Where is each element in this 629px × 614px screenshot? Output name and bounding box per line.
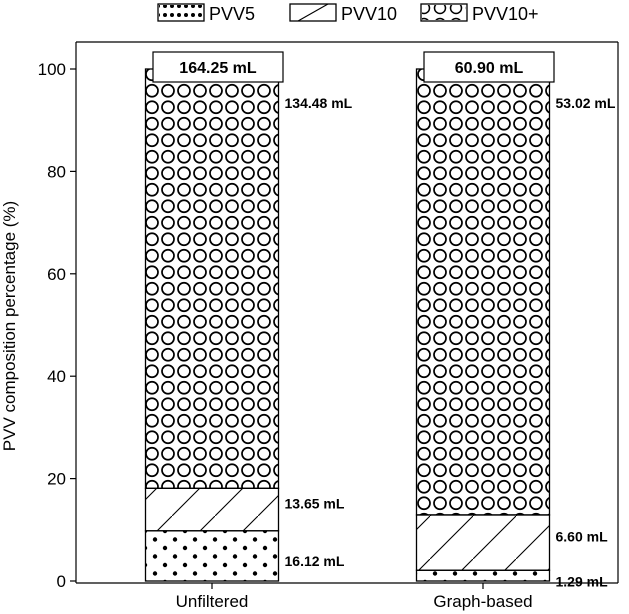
y-tick-label: 60 [47,265,66,284]
bar-segment-pvv10-plus [144,68,280,489]
legend-item-pvv5: PVV5 [157,3,255,24]
y-tick-label: 80 [47,162,66,181]
bar-segment-label: 134.48 mL [285,95,353,111]
bar-segment-label: 53.02 mL [556,95,616,111]
y-tick-label: 100 [38,60,66,79]
legend-label: PVV10+ [472,4,539,24]
legend: PVV5 PVV10 PVV10+ [157,3,539,24]
bar-segment-label: 1.29 mL [556,574,609,590]
bar-segment-pvv10-plus [415,68,551,516]
y-tick-label: 0 [57,572,66,591]
plot-area [75,41,619,584]
y-axis-title: PVV composition percentage (%) [0,201,19,451]
legend-item-pvv10-plus: PVV10+ [420,3,539,24]
legend-pattern-fill [159,5,203,20]
legend-pattern-fill [422,5,466,20]
x-axis-ticks: Unfiltered Graph-based [176,583,533,611]
bars: 16.12 mL 13.65 mL 134.48 mL 164.25 mL 1.29 m… [144,51,616,590]
total-label: 164.25 mL [179,60,257,77]
bar-stack-graph-based: 1.29 mL 6.60 mL 53.02 mL 60.90 mL [415,51,616,590]
total-label-box [423,51,555,83]
bar-segment-pvv10 [144,487,280,532]
legend-hatch-mark [297,3,329,22]
bar-stack-unfiltered: 16.12 mL 13.65 mL 134.48 mL 164.25 mL [144,51,353,582]
bar-segment-pvv5 [144,530,280,582]
y-axis-ticks: 0 20 40 60 80 100 [38,60,76,591]
x-tick-label: Graph-based [433,592,532,611]
bar-segment-label: 16.12 mL [285,553,345,569]
bar-segment-label: 6.60 mL [556,529,609,545]
bar-segment-pvv5 [415,569,551,582]
x-tick-label: Unfiltered [176,592,249,611]
total-label: 60.90 mL [455,60,524,77]
y-tick-label: 40 [47,367,66,386]
total-label-box [152,51,284,83]
y-tick-label: 20 [47,470,66,489]
bar-segment-label: 13.65 mL [285,496,345,512]
legend-label: PVV10 [341,4,397,24]
bar-segment-pvv10 [415,514,551,571]
legend-item-pvv10: PVV10 [289,3,397,24]
legend-label: PVV5 [209,4,255,24]
